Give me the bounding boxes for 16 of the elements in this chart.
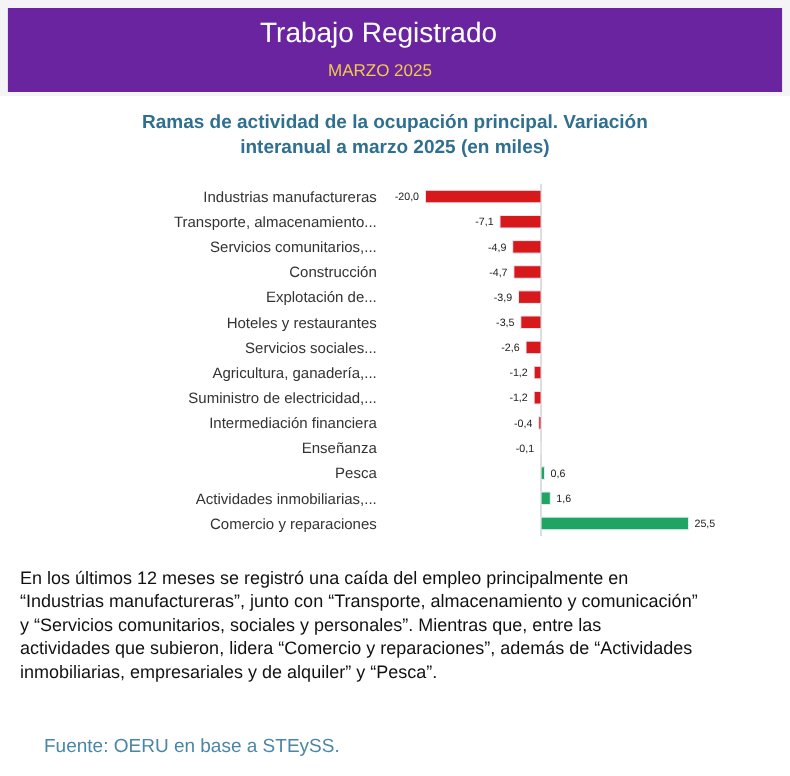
bar (540, 516, 689, 531)
chart-title: Trabajo Registrado (260, 16, 498, 48)
bar (424, 189, 542, 204)
source-note: Fuente: OERU en base a STEySS. (44, 736, 340, 758)
chart-subtitle: MARZO 2025 (328, 60, 433, 80)
bar (513, 265, 542, 279)
bar (525, 340, 542, 355)
bar (512, 240, 542, 254)
bar (533, 365, 542, 380)
bar (518, 290, 542, 304)
text: En los últimos 12 meses se registró una caída del empleo principalmente en “Industrias manufactureras”, junto con “Transporte, almacenamiento y comunicación” y “Servicios comunitarios, sociales y personales”. Mientras que, entre las actividades que subieron, lidera “Comercio y reparaciones”, además de “Actividades inmobiliarias, empresariales y de alquiler” y “Pesca”. (20, 568, 698, 682)
bar (540, 491, 551, 506)
bar (520, 315, 542, 330)
text: Ramas de actividad de la ocupación principal. Variación interanual a marzo 2025 (en miles) (142, 112, 649, 159)
bar (499, 214, 542, 229)
bar (533, 390, 542, 405)
